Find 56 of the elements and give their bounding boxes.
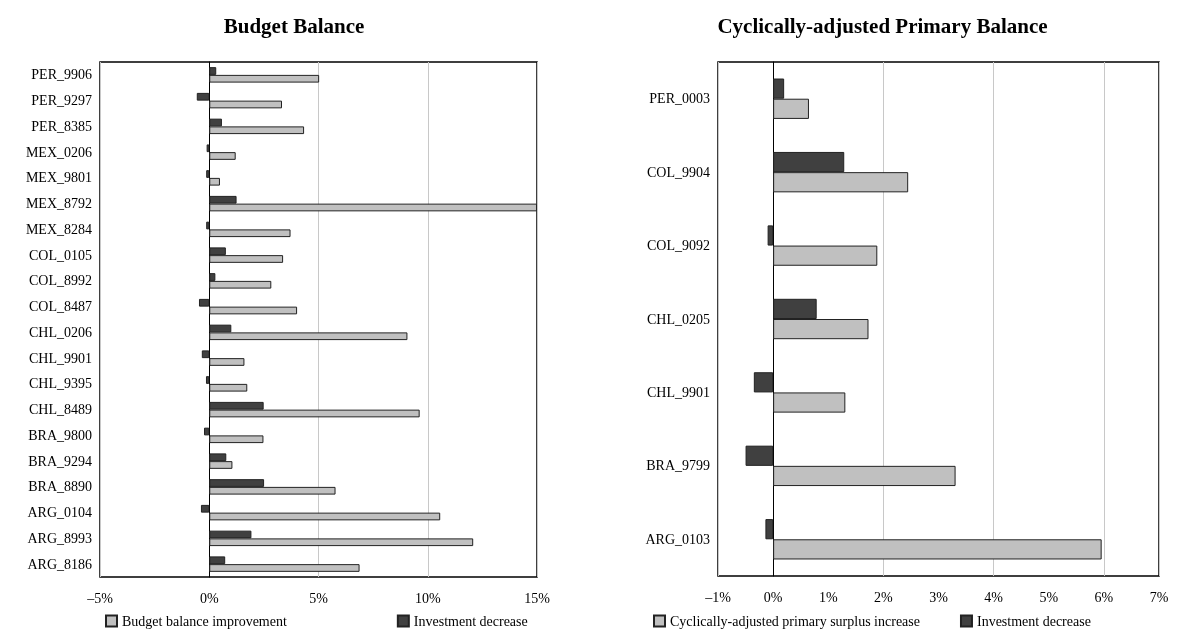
y-tick-label: COL_9904	[647, 164, 710, 180]
legend-label: Cyclically-adjusted primary surplus increase	[670, 613, 920, 629]
y-tick-label: CHL_8489	[29, 402, 92, 418]
y-tick-label: BRA_9294	[28, 453, 92, 469]
x-tick-label: 7%	[1149, 589, 1169, 605]
y-tick-label: BRA_9800	[28, 427, 92, 443]
y-tick-label: MEX_8284	[25, 221, 92, 237]
x-tick-label: 5%	[1039, 589, 1059, 605]
legend-label: Investment decrease	[413, 613, 528, 629]
x-tick-label: 0%	[763, 589, 783, 605]
bar	[209, 177, 220, 186]
y-tick-label: ARG_0103	[645, 531, 710, 547]
chart-title: Cyclically-adjusted Primary Balance	[717, 13, 1048, 38]
y-tick-label: CHL_9901	[647, 384, 710, 400]
legend-label: Budget balance improvement	[122, 613, 287, 629]
bar	[209, 383, 248, 392]
x-tick-label: –5%	[86, 590, 114, 606]
bar	[765, 519, 774, 540]
x-tick-label: –1%	[704, 589, 732, 605]
y-tick-label: CHL_0206	[29, 324, 92, 340]
y-tick-label: ARG_8186	[27, 556, 92, 572]
x-tick-label: 4%	[984, 589, 1004, 605]
x-tick-label: 0%	[199, 590, 219, 606]
y-tick-label: ARG_0104	[27, 505, 92, 521]
x-tick-label: 5%	[309, 590, 329, 606]
y-tick-label: MEX_9801	[25, 170, 92, 186]
y-tick-label: COL_9092	[647, 238, 710, 254]
y-tick-label: PER_9297	[31, 93, 92, 109]
bar	[205, 376, 210, 384]
bar	[206, 170, 210, 178]
x-tick-label: 2%	[874, 589, 894, 605]
y-tick-label: CHL_9395	[29, 376, 92, 392]
x-tick-label: 15%	[524, 590, 551, 606]
legend-label: Investment decrease	[976, 613, 1091, 629]
y-tick-label: BRA_8890	[28, 479, 92, 495]
bar	[201, 350, 210, 359]
y-tick-label: CHL_0205	[647, 311, 710, 327]
bar	[745, 445, 774, 466]
y-tick-label: COL_8992	[29, 273, 92, 289]
bar	[209, 358, 245, 366]
y-tick-label: BRA_9799	[646, 458, 710, 474]
y-tick-label: MEX_8792	[25, 196, 92, 212]
y-tick-label: PER_9906	[31, 67, 92, 83]
y-tick-label: ARG_8993	[27, 530, 92, 546]
chart-title: Budget Balance	[223, 13, 365, 38]
y-tick-label: CHL_9901	[29, 350, 92, 366]
y-tick-label: PER_8385	[31, 118, 92, 134]
x-tick-label: 6%	[1094, 589, 1114, 605]
y-tick-label: MEX_0206	[25, 144, 92, 160]
x-tick-label: 3%	[929, 589, 949, 605]
y-tick-label: COL_8487	[29, 299, 92, 315]
y-tick-label: PER_0003	[649, 91, 710, 107]
y-tick-label: COL_0105	[29, 247, 92, 263]
bar	[209, 152, 236, 160]
x-tick-label: 10%	[414, 590, 441, 606]
x-tick-label: 1%	[818, 589, 838, 605]
